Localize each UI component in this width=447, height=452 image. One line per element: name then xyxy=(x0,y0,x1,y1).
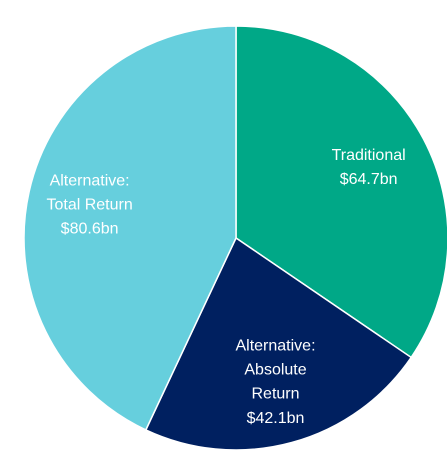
slice-value-label: $80.6bn xyxy=(61,221,119,238)
slice-label: Alternative: Total Return xyxy=(46,173,132,214)
slice-label: Traditional xyxy=(332,147,406,164)
slice-label-line: Alternative: xyxy=(50,173,130,190)
slice-label: Alternative: Absolute Return xyxy=(235,338,315,403)
pie-slice xyxy=(235,25,447,359)
pie-slice xyxy=(23,25,237,431)
slice-label-line: Total Return xyxy=(46,197,132,214)
slice-label-line: Absolute xyxy=(244,362,306,379)
pie-slice xyxy=(144,236,413,451)
slice-label-line: Alternative: xyxy=(235,338,315,355)
slice-label-line: Traditional xyxy=(332,147,406,164)
slice-value-label: $64.7bn xyxy=(340,171,398,188)
slice-value-label: $42.1bn xyxy=(247,410,305,427)
slice-label-line: Return xyxy=(251,386,299,403)
